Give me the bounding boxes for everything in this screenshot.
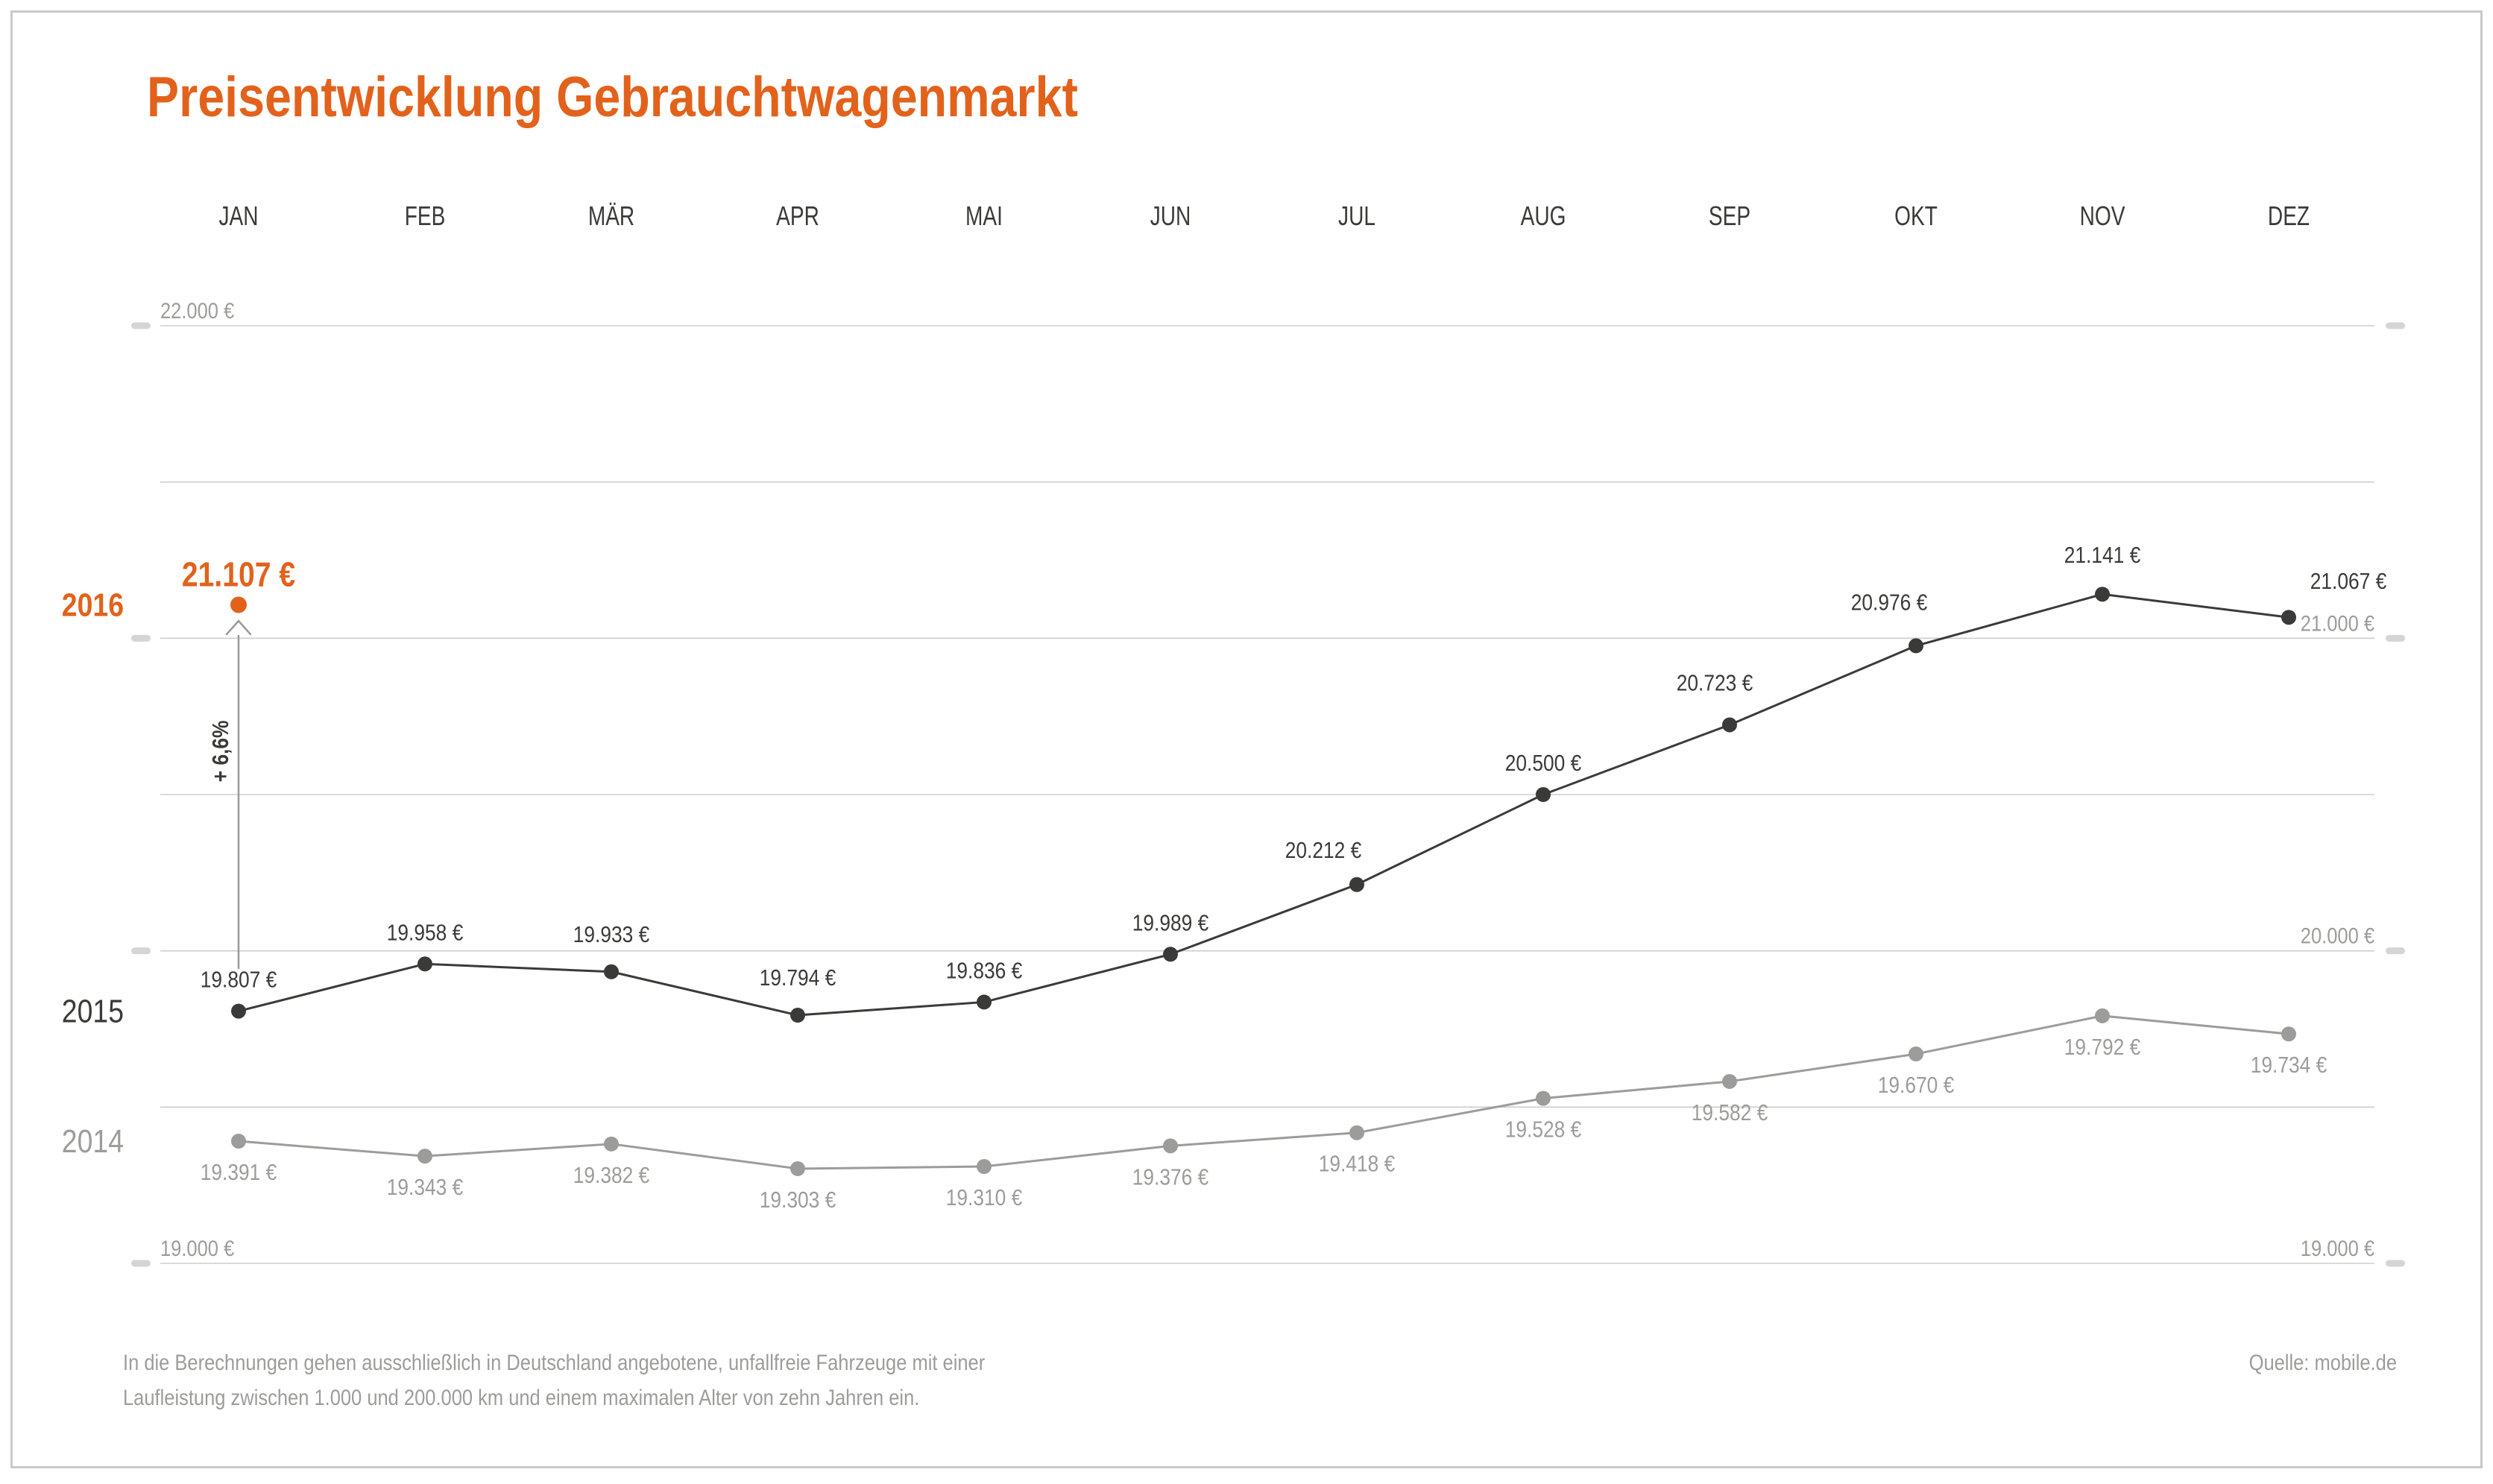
series-group: 19.391 € 19.343 € 19.382 € 19.303 € 19.310 €… xyxy=(201,543,2387,1213)
value-label-2014-apr: 19.303 € xyxy=(760,1187,836,1213)
value-label-2015-mai: 19.836 € xyxy=(946,958,1023,983)
month-labels-group: JAN FEB MÄR APR MAI JUN JUL AUG SEP OKT NOV DEZ xyxy=(218,201,2310,231)
value-label-2014-jun: 19.376 € xyxy=(1132,1164,1209,1190)
value-label-2015-nov: 21.141 € xyxy=(2064,543,2141,568)
month-label-jan: JAN xyxy=(218,201,258,231)
data-point-2014-mär xyxy=(604,1136,619,1152)
month-label-nov: NOV xyxy=(2080,201,2125,231)
value-label-2015-aug: 20.500 € xyxy=(1505,751,1582,776)
month-label-apr: APR xyxy=(776,201,819,231)
y-axis-label-left: 19.000 € xyxy=(160,1236,235,1260)
data-point-2014-mai xyxy=(977,1159,992,1175)
data-point-2014-feb xyxy=(417,1149,432,1164)
value-label-2014-mai: 19.310 € xyxy=(946,1185,1023,1210)
tick-dash-right xyxy=(2386,322,2405,329)
month-label-sep: SEP xyxy=(1709,201,1750,231)
year-label-2015: 2015 xyxy=(62,993,124,1030)
month-label-jul: JUL xyxy=(1338,201,1375,231)
highlight-data-point xyxy=(230,596,247,613)
tick-dashes-group xyxy=(131,322,2405,1267)
value-label-2014-sep: 19.582 € xyxy=(1692,1100,1768,1125)
data-point-2015-mär xyxy=(604,964,619,979)
data-point-2015-feb xyxy=(417,956,432,972)
year-labels-group: 2014 2015 2016 xyxy=(62,587,124,1160)
canvas-border xyxy=(10,10,2483,1468)
data-point-2015-aug xyxy=(1536,787,1551,802)
value-label-2015-sep: 20.723 € xyxy=(1677,671,1753,696)
value-label-2015-dez: 21.067 € xyxy=(2310,569,2387,594)
value-label-2015-feb: 19.958 € xyxy=(387,920,464,945)
value-label-2014-feb: 19.343 € xyxy=(387,1175,464,1200)
month-label-okt: OKT xyxy=(1894,201,1938,231)
data-point-2015-nov xyxy=(2095,587,2110,602)
data-point-2014-jul xyxy=(1349,1125,1364,1140)
highlight-value-label: 21.107 € xyxy=(182,556,295,595)
data-point-2014-okt xyxy=(1909,1046,1923,1062)
value-label-2014-mär: 19.382 € xyxy=(573,1163,650,1188)
tick-dash-left xyxy=(131,1260,151,1267)
value-label-2015-mär: 19.933 € xyxy=(573,922,650,947)
footnote-line-2: Laufleistung zwischen 1.000 und 200.000 … xyxy=(123,1385,919,1409)
data-point-2015-okt xyxy=(1909,638,1923,654)
value-label-2014-jan: 19.391 € xyxy=(201,1160,277,1185)
month-label-mär: MÄR xyxy=(588,201,634,231)
month-label-mai: MAI xyxy=(965,201,1003,231)
tick-dash-right xyxy=(2386,634,2405,642)
data-point-2014-aug xyxy=(1536,1090,1551,1106)
value-label-2015-jun: 19.989 € xyxy=(1132,910,1209,935)
y-axis-label-right: 19.000 € xyxy=(2301,1236,2375,1260)
change-percentage-label: + 6,6% xyxy=(208,721,233,783)
chart-title: Preisentwicklung Gebrauchtwagenmarkt xyxy=(147,65,1078,128)
series-line-2014 xyxy=(238,1014,2289,1170)
value-label-2015-apr: 19.794 € xyxy=(760,965,836,991)
tick-dash-left xyxy=(131,322,151,329)
value-label-2014-dez: 19.734 € xyxy=(2251,1052,2327,1078)
data-point-2014-apr xyxy=(790,1161,805,1176)
data-point-2014-jan xyxy=(231,1134,246,1149)
y-axis-label-left: 22.000 € xyxy=(160,298,235,323)
data-point-2015-sep xyxy=(1722,717,1737,733)
month-label-jun: JUN xyxy=(1150,201,1191,231)
tick-dash-left xyxy=(131,947,151,955)
data-point-2014-jun xyxy=(1163,1138,1178,1154)
month-label-aug: AUG xyxy=(1521,201,1566,231)
change-arrow-head xyxy=(225,619,252,636)
y-axis-label-right: 20.000 € xyxy=(2301,923,2375,948)
series-line-2015 xyxy=(238,593,2289,1017)
year-label-2016: 2016 xyxy=(62,587,124,624)
axis-labels-group: 22.000 € 19.000 € 21.000 € 20.000 € 19.000 € xyxy=(160,298,2374,1260)
data-point-2015-dez xyxy=(2281,610,2296,625)
value-label-2014-jul: 19.418 € xyxy=(1319,1152,1396,1177)
y-axis-label-right: 21.000 € xyxy=(2301,610,2375,635)
source-label: Quelle: mobile.de xyxy=(2249,1350,2397,1374)
value-label-2015-jan: 19.807 € xyxy=(201,967,277,993)
tick-dash-right xyxy=(2386,947,2405,955)
gridlines-group xyxy=(160,325,2374,1264)
tick-dash-right xyxy=(2386,1260,2405,1267)
data-point-2015-jun xyxy=(1163,947,1178,962)
month-label-feb: FEB xyxy=(405,201,446,231)
data-point-2015-apr xyxy=(790,1008,805,1023)
value-label-2014-nov: 19.792 € xyxy=(2064,1035,2141,1060)
value-label-2014-aug: 19.528 € xyxy=(1505,1117,1582,1143)
data-point-2014-dez xyxy=(2281,1026,2296,1042)
value-label-2015-okt: 20.976 € xyxy=(1851,590,1928,615)
value-label-2015-jul: 20.212 € xyxy=(1285,838,1362,863)
month-label-dez: DEZ xyxy=(2268,201,2310,231)
data-point-2014-sep xyxy=(1722,1073,1737,1089)
data-point-2015-mai xyxy=(977,994,992,1010)
data-point-2014-nov xyxy=(2095,1008,2110,1023)
value-label-2014-okt: 19.670 € xyxy=(1878,1073,1955,1098)
data-point-2015-jan xyxy=(231,1003,246,1019)
highlight-annotation-group: + 6,6% 21.107 € xyxy=(182,556,295,969)
data-point-2015-jul xyxy=(1349,877,1364,892)
year-label-2014: 2014 xyxy=(62,1123,124,1160)
tick-dash-left xyxy=(131,634,151,642)
footnote-line-1: In die Berechnungen gehen ausschließlich… xyxy=(123,1350,985,1374)
